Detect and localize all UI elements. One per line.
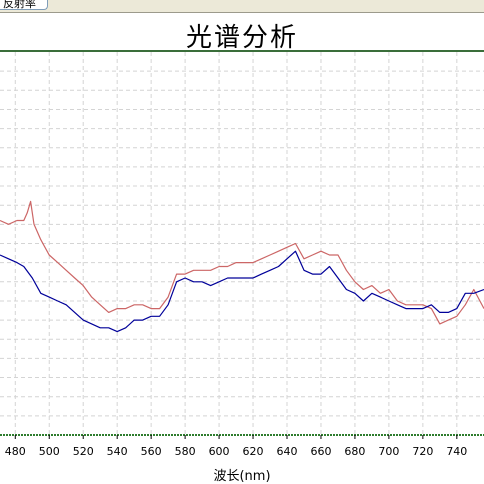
x-tick-label: 620 bbox=[243, 445, 264, 458]
x-tick-label: 700 bbox=[378, 445, 399, 458]
x-axis-label: 波长(nm) bbox=[213, 469, 271, 484]
tab-bar: 反射率 bbox=[0, 0, 484, 13]
tab-reflectance[interactable]: 反射率 bbox=[0, 0, 48, 10]
x-tick-label: 580 bbox=[175, 445, 196, 458]
x-tick-label: 740 bbox=[446, 445, 467, 458]
x-tick-label: 500 bbox=[39, 445, 60, 458]
x-tick-label: 520 bbox=[73, 445, 94, 458]
x-ticks: 480 500 520 540 560 580 600 620 640 660 680 700 720 7… bbox=[5, 435, 467, 458]
series-group bbox=[0, 200, 484, 333]
chart-header: 光谱分析 bbox=[0, 13, 484, 53]
x-tick-label: 560 bbox=[141, 445, 162, 458]
header-divider bbox=[0, 50, 484, 52]
chart-title: 光谱分析 bbox=[185, 23, 298, 53]
x-tick-label: 640 bbox=[277, 445, 298, 458]
x-tick-label: 660 bbox=[310, 445, 331, 458]
series-line-1 bbox=[0, 200, 484, 325]
grid bbox=[0, 52, 484, 435]
x-tick-label: 600 bbox=[209, 445, 230, 458]
x-tick-label: 680 bbox=[344, 445, 365, 458]
series-line-2 bbox=[0, 250, 484, 333]
x-tick-label: 540 bbox=[107, 445, 128, 458]
x-tick-label: 720 bbox=[412, 445, 433, 458]
x-tick-label: 480 bbox=[5, 445, 26, 458]
